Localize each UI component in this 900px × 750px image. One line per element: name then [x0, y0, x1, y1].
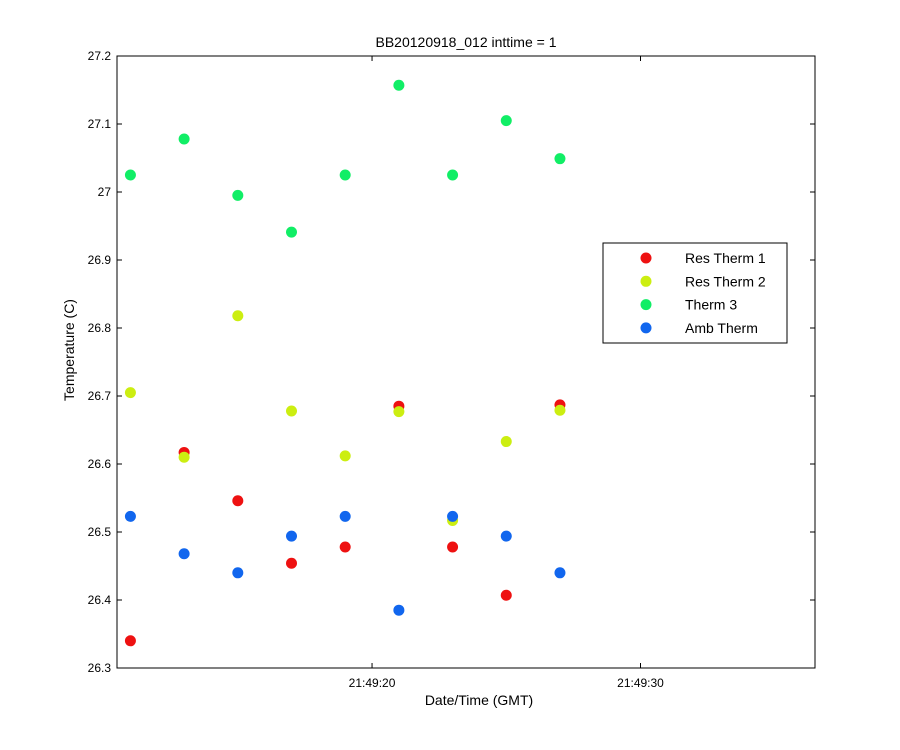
y-tick-label: 27.2 [88, 49, 112, 63]
legend-entry-label: Amb Therm [685, 320, 758, 336]
data-point [447, 541, 459, 553]
data-point [178, 451, 190, 463]
legend-marker [640, 275, 652, 287]
y-tick-label: 26.8 [88, 321, 112, 335]
legend: Res Therm 1 Res Therm 2 Therm 3 Amb Therm [602, 242, 788, 344]
series-therm-3 [124, 79, 566, 238]
y-axis: 26.3 26.4 26.5 26.6 26.7 26.8 26.9 27 27.1 27.2 [88, 49, 815, 675]
legend-marker [640, 252, 652, 264]
y-tick-label: 27.1 [88, 117, 112, 131]
data-point [500, 589, 512, 601]
data-point [339, 169, 351, 181]
series-amb-therm [124, 510, 566, 616]
legend-box [602, 242, 788, 344]
data-point [232, 567, 244, 579]
data-point [124, 387, 136, 399]
data-point [500, 115, 512, 127]
chart-title: BB20120918_012 inttime = 1 [376, 34, 557, 50]
y-axis-label: Temperature (C) [61, 299, 77, 401]
data-point [393, 604, 405, 616]
x-tick-label: 21:49:30 [617, 676, 664, 690]
x-axis: 21:49:20 21:49:30 [349, 56, 664, 690]
data-point [286, 557, 297, 569]
plot-frame [116, 55, 816, 669]
y-tick-label: 26.3 [88, 661, 112, 675]
y-tick-label: 26.6 [88, 457, 112, 471]
data-point [124, 635, 136, 647]
data-point [393, 79, 405, 91]
data-point [232, 189, 244, 201]
data-point [124, 510, 136, 522]
legend-marker [640, 299, 652, 311]
legend-entry-label: Therm 3 [685, 297, 737, 313]
data-point [339, 541, 351, 553]
data-point [393, 406, 405, 418]
data-point [554, 153, 566, 165]
data-point [124, 169, 136, 181]
data-point [500, 436, 512, 448]
data-point [554, 404, 566, 416]
legend-entry-label: Res Therm 2 [685, 273, 766, 289]
data-point [178, 133, 190, 145]
plot-area [116, 55, 816, 669]
y-tick-label: 26.5 [88, 525, 112, 539]
data-point [178, 548, 190, 560]
data-point [447, 510, 459, 522]
data-point [232, 310, 244, 322]
x-axis-label: Date/Time (GMT) [425, 692, 533, 708]
legend-entry-label: Res Therm 1 [685, 250, 766, 266]
data-point [286, 226, 297, 238]
data-point [286, 405, 297, 417]
data-point [232, 495, 244, 507]
y-tick-label: 26.7 [88, 389, 112, 403]
data-point [339, 510, 351, 522]
data-points [124, 79, 566, 647]
legend-marker [640, 322, 652, 334]
data-point [339, 450, 351, 462]
x-tick-label: 21:49:20 [349, 676, 396, 690]
data-point [286, 530, 297, 542]
y-tick-label: 26.4 [88, 593, 112, 607]
y-tick-label: 26.9 [88, 253, 112, 267]
data-point [500, 530, 512, 542]
data-point [554, 567, 566, 579]
y-tick-label: 27 [98, 185, 112, 199]
data-point [447, 169, 459, 181]
